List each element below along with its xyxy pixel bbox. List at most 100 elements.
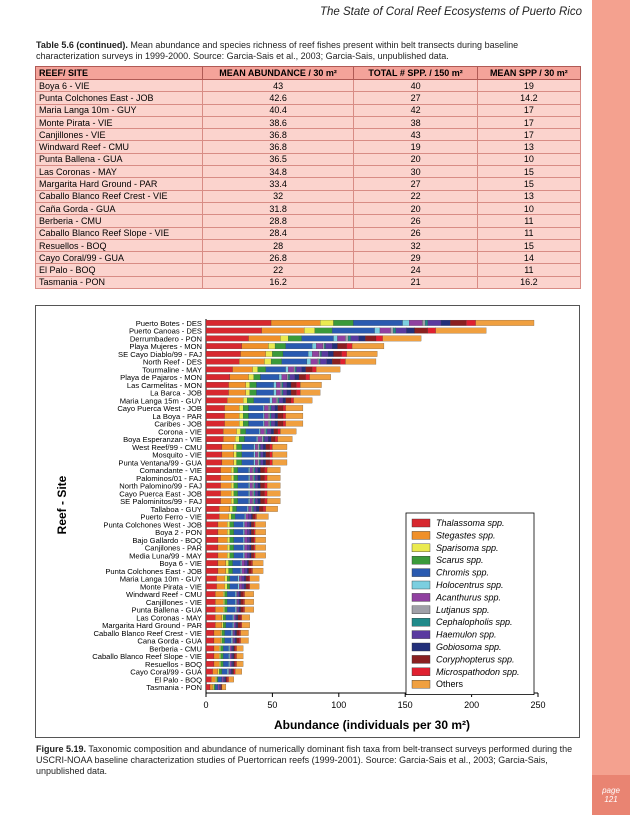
bar-segment <box>260 474 265 481</box>
bar-segment <box>213 637 221 644</box>
bar-segment <box>249 529 252 536</box>
bar-segment <box>241 451 254 458</box>
bar-segment <box>205 536 219 543</box>
bar-segment <box>305 374 310 381</box>
bar-segment <box>280 389 282 396</box>
bar-segment <box>244 606 254 613</box>
bar-segment <box>260 451 264 458</box>
bar-segment <box>205 389 229 396</box>
bar-segment <box>247 567 249 574</box>
bar-segment <box>253 459 256 466</box>
bar-segment <box>294 374 300 381</box>
bar-segment <box>236 660 244 667</box>
table-cell: Resuellos - BOQ <box>35 238 203 253</box>
bar-segment <box>239 405 244 412</box>
table-body: Boya 6 - VIE 43 40 19 Punta Colchones East -… <box>35 78 582 290</box>
bar-segment <box>332 327 375 334</box>
table-row: Canjillones - VIE 36.8 43 17 <box>35 128 582 142</box>
bar-segment <box>237 490 249 497</box>
sidebar <box>592 0 630 815</box>
bar-segment <box>265 451 270 458</box>
bar-segment <box>219 668 223 675</box>
bar-segment <box>233 451 237 458</box>
bar-segment <box>306 358 312 365</box>
bar-segment <box>278 397 284 404</box>
bar-segment <box>286 374 289 381</box>
bar-segment <box>321 350 329 357</box>
bar-segment <box>252 560 264 567</box>
bar-segment <box>263 436 265 443</box>
bar-segment <box>229 536 234 543</box>
bar-segment <box>316 366 341 373</box>
bar-segment <box>264 405 269 412</box>
bar-segment <box>245 381 250 388</box>
bar-segment <box>233 536 244 543</box>
bar-segment <box>231 474 234 481</box>
y-tick-label: Cayo Puerca East - JOB <box>119 489 202 498</box>
bar-segment <box>205 660 215 667</box>
table-cell: 32 <box>353 238 478 253</box>
bar-segment <box>227 575 231 582</box>
bar-segment <box>221 668 228 675</box>
table-cell: 17 <box>476 128 582 142</box>
y-tick-label: North Reef - DES <box>143 358 202 367</box>
table-cell: Berberia - CMU <box>35 214 203 228</box>
y-tick-label: Monte Pirata - VIE <box>140 582 202 591</box>
bar-segment <box>282 389 288 396</box>
bar-segment <box>402 319 410 326</box>
table-cell: 20 <box>353 152 478 167</box>
bar-segment <box>236 645 244 652</box>
y-tick-label: Tallaboa - GUY <box>151 505 203 514</box>
column-header: MEAN ABUNDANCE / 30 m² <box>201 66 355 80</box>
bar-segment <box>274 343 286 350</box>
bar-segment <box>326 358 333 365</box>
bar-segment <box>240 567 242 574</box>
bar-segment <box>282 381 288 388</box>
bar-segment <box>393 327 397 334</box>
bar-segment <box>263 405 265 412</box>
bar-segment <box>288 335 302 342</box>
bar-segment <box>298 374 306 381</box>
bar-segment <box>251 567 253 574</box>
legend-label: Scarus spp. <box>436 555 484 565</box>
bar-segment <box>414 327 428 334</box>
bar-segment <box>223 645 229 652</box>
bar-segment <box>255 467 258 474</box>
bar-segment <box>241 622 250 629</box>
bar-segment <box>228 668 231 675</box>
bar-segment <box>239 412 244 419</box>
bar-segment <box>253 552 256 559</box>
bar-segment <box>265 505 278 512</box>
bar-segment <box>277 420 284 427</box>
bar-segment <box>265 428 268 435</box>
bar-segment <box>205 498 221 505</box>
bar-segment <box>240 606 244 613</box>
bar-segment <box>268 420 270 427</box>
bar-segment <box>265 443 270 450</box>
x-tick-label: 150 <box>398 700 413 710</box>
bar-segment <box>225 560 229 567</box>
table-row: Caña Gorda - GUA 31.8 20 10 <box>35 201 582 216</box>
table-cell: 15 <box>476 238 582 253</box>
table-cell: 27 <box>353 91 478 105</box>
bar-segment <box>227 598 236 605</box>
bar-segment <box>249 575 260 582</box>
bar-segment <box>220 660 224 667</box>
caption-label: Table 5.6 (continued). <box>36 40 128 50</box>
table-cell: 11 <box>476 214 582 228</box>
header-title: The State of Coral Reef Ecosystems of Pu… <box>319 6 582 18</box>
bar-segment <box>219 660 221 667</box>
bar-segment <box>282 350 309 357</box>
bar-segment <box>270 412 276 419</box>
bar-segment <box>205 374 231 381</box>
bar-segment <box>251 560 253 567</box>
bar-segment <box>205 668 213 675</box>
legend-swatch <box>411 680 431 689</box>
bar-segment <box>253 451 256 458</box>
bar-segment <box>205 490 221 497</box>
legend-label: Cephalopholis spp. <box>436 617 513 627</box>
bar-segment <box>248 498 250 505</box>
bar-segment <box>220 467 232 474</box>
bar-segment <box>409 319 423 326</box>
table-cell: Caballo Blanco Reef Slope - VIE <box>35 226 203 240</box>
